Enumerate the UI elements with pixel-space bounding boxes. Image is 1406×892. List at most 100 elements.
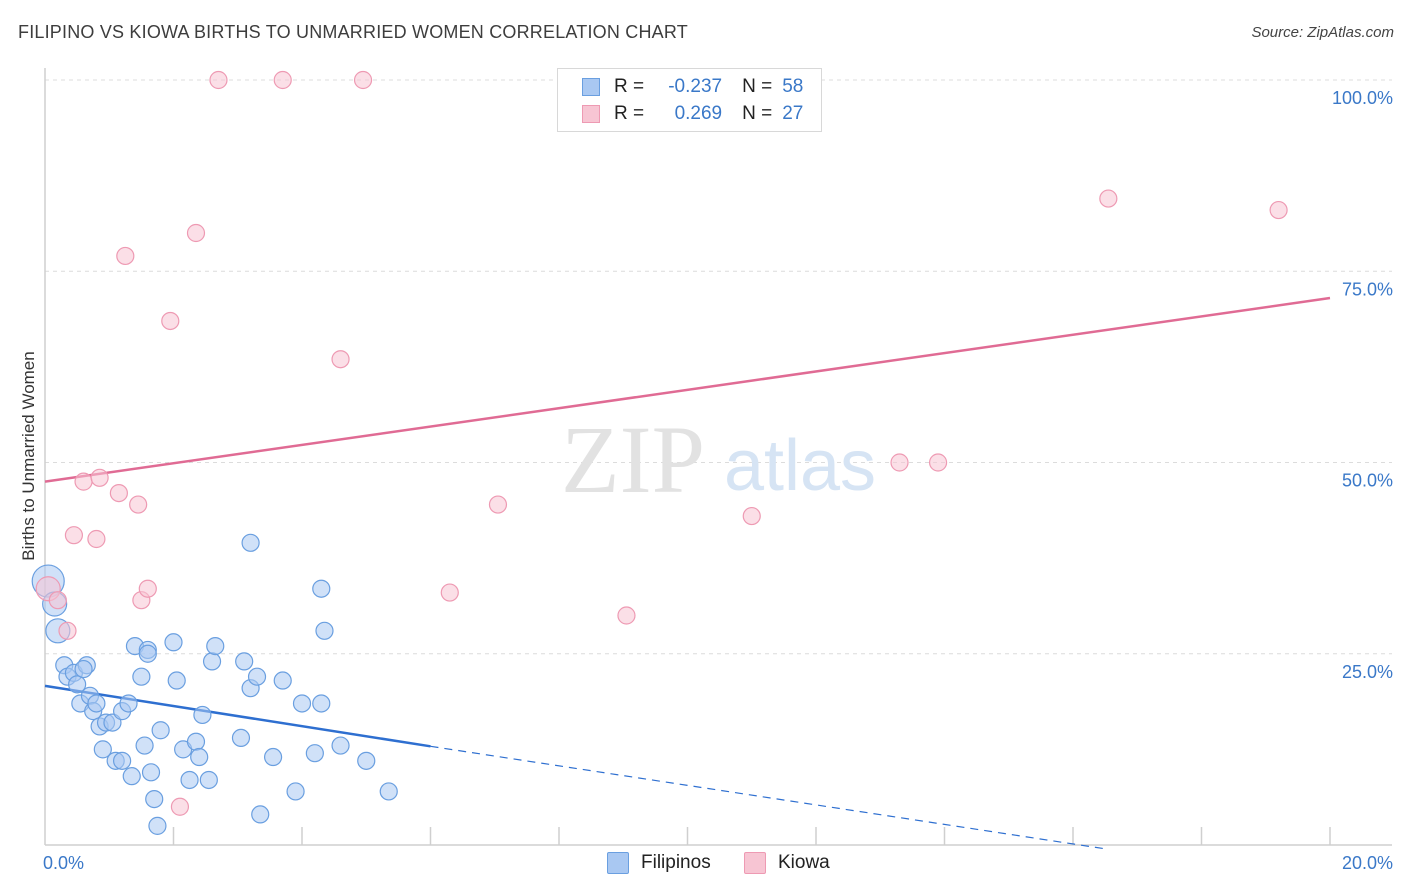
kiowa-point — [617, 606, 636, 625]
filipinos-point — [167, 671, 186, 690]
filipinos-swatch — [582, 78, 600, 96]
filipinos-point — [235, 652, 254, 671]
filipinos-point — [315, 621, 334, 640]
kiowa-point — [109, 484, 128, 503]
filipinos-point — [138, 644, 157, 663]
filipinos-point — [251, 805, 270, 824]
filipinos-point — [273, 671, 292, 690]
kiowa-point — [890, 453, 909, 472]
kiowa-point — [742, 506, 761, 526]
kiowa-point — [64, 526, 84, 545]
kiowa-point — [116, 246, 135, 266]
kiowa-point — [74, 472, 93, 491]
filipinos-point — [231, 728, 251, 748]
kiowa-point — [488, 495, 508, 514]
filipinos-point — [292, 694, 312, 713]
legend-item-filipinos[interactable]: Filipinos — [607, 852, 711, 874]
gridlines — [45, 79, 1392, 655]
filipinos-point — [199, 770, 218, 790]
series-legend: Filipinos Kiowa — [0, 852, 1406, 878]
filipinos-point — [148, 816, 167, 835]
kiowa-point — [129, 495, 148, 514]
filipinos-point — [206, 636, 225, 656]
kiowa-trend-line — [44, 296, 1331, 483]
filipinos-point — [164, 633, 183, 652]
kiowa-point — [186, 223, 206, 243]
filipinos-point — [180, 770, 199, 790]
x-tick-label: 20.0% — [1342, 853, 1393, 873]
y-tick-label: 25.0% — [1342, 662, 1393, 682]
r-value: -0.237 — [668, 76, 723, 97]
filipinos-point — [151, 721, 170, 740]
n-label: N = — [742, 76, 773, 97]
n-label: N = — [742, 103, 773, 124]
r-label: R = — [614, 76, 645, 97]
filipinos-point — [263, 747, 283, 767]
filipinos-point — [141, 763, 161, 782]
filipinos-point — [247, 667, 267, 686]
n-value: 27 — [782, 103, 804, 124]
filipinos-point — [331, 736, 350, 755]
filipinos-point — [286, 782, 305, 801]
legend-row-filipinos: R = -0.237 N = 58 — [582, 74, 803, 100]
filipinos-trend-extension — [430, 745, 1106, 850]
kiowa-point — [161, 311, 180, 331]
chart-title: FILIPINO VS KIOWA BIRTHS TO UNMARRIED WO… — [18, 22, 688, 42]
data-points — [31, 70, 1288, 835]
filipinos-point — [135, 736, 154, 755]
kiowa-legend-swatch — [744, 852, 766, 874]
kiowa-point — [90, 468, 109, 487]
filipinos-point — [241, 533, 260, 552]
filipinos-point — [312, 694, 331, 713]
legend-label-kiowa: Kiowa — [778, 852, 830, 873]
kiowa-point — [138, 579, 157, 598]
kiowa-point — [209, 70, 228, 90]
filipinos-point — [312, 579, 331, 598]
y-tick-label: 75.0% — [1342, 279, 1393, 299]
kiowa-point — [1269, 200, 1288, 220]
kiowa-point — [440, 583, 459, 602]
trend-lines — [44, 296, 1331, 850]
filipinos-point — [193, 705, 212, 725]
filipinos-legend-swatch — [607, 852, 629, 874]
kiowa-point — [1099, 189, 1118, 208]
kiowa-point — [48, 591, 67, 610]
filipinos-point — [132, 667, 151, 686]
axes — [44, 68, 1392, 846]
tick-labels: 100.0% 75.0% 50.0% 25.0% 0.0% 20.0% — [43, 88, 1393, 873]
filipinos-point — [74, 659, 93, 679]
filipinos-point — [68, 675, 87, 694]
kiowa-point — [87, 529, 106, 549]
watermark-atlas: atlas — [724, 426, 876, 506]
source-label: Source: ZipAtlas.com — [1251, 24, 1394, 41]
filipinos-trend-line — [44, 684, 431, 748]
kiowa-point — [58, 621, 77, 640]
filipinos-point — [186, 732, 206, 751]
filipinos-point — [112, 751, 132, 770]
correlation-legend: R = -0.237 N = 58 R = 0.269 N = 27 — [557, 68, 822, 132]
kiowa-point — [928, 453, 948, 472]
kiowa-point — [331, 350, 350, 369]
watermark-zip: ZIP — [561, 406, 705, 513]
legend-item-kiowa[interactable]: Kiowa — [744, 852, 830, 874]
kiowa-point — [353, 70, 373, 90]
y-tick-label: 100.0% — [1332, 88, 1393, 108]
n-value: 58 — [782, 76, 804, 97]
kiowa-point — [170, 797, 190, 816]
y-axis-label: Births to Unmarried Women — [19, 351, 38, 560]
filipinos-point — [202, 652, 222, 671]
filipinos-point — [119, 694, 138, 713]
legend-row-kiowa: R = 0.269 N = 27 — [582, 101, 803, 127]
filipinos-point — [305, 744, 324, 763]
legend-label-filipinos: Filipinos — [641, 852, 711, 873]
kiowa-point — [273, 70, 292, 90]
r-value: 0.269 — [674, 103, 723, 124]
x-tick-label: 0.0% — [43, 853, 84, 873]
watermark: ZIP atlas — [561, 406, 876, 513]
filipinos-point — [87, 694, 106, 713]
filipinos-point — [93, 740, 112, 759]
kiowa-swatch — [582, 105, 600, 123]
y-tick-label: 50.0% — [1342, 471, 1393, 491]
filipinos-point — [190, 747, 209, 767]
